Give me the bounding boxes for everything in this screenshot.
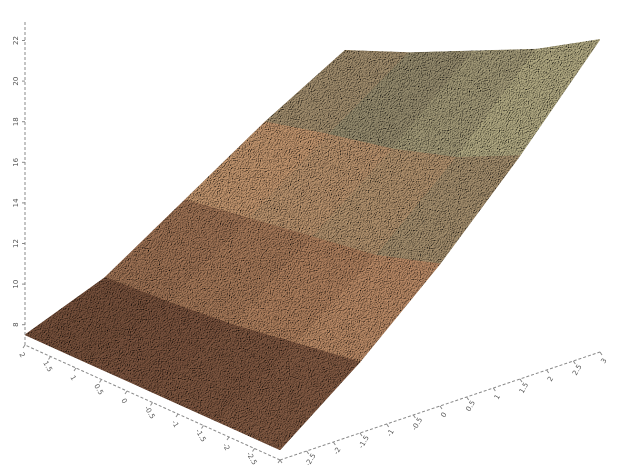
z-tick-label: 8 (12, 322, 20, 326)
chart: -3-2.5-2-1.5-1-0.500.511.522.5321.510.50… (0, 0, 617, 465)
z-tick-label: 22 (12, 36, 20, 45)
x-tick (307, 451, 309, 454)
x-tick-label: 1.5 (518, 381, 530, 395)
x-tick-label: 2.5 (571, 363, 583, 377)
x-tick (547, 370, 549, 373)
x-tick (413, 415, 415, 418)
surface (25, 39, 600, 449)
y-tick-label: 0.5 (92, 383, 104, 397)
y-tick (278, 460, 280, 463)
y-tick (23, 345, 25, 348)
x-tick-label: -2 (332, 446, 342, 456)
x-tick (600, 352, 602, 355)
x-tick (440, 406, 442, 409)
x-tick-label: -1 (385, 428, 395, 438)
x-tick (387, 424, 389, 427)
x-tick-label: 2 (546, 375, 555, 383)
y-tick (176, 414, 178, 417)
x-tick-label: 3 (599, 357, 608, 365)
y-tick-label: 2 (17, 351, 26, 359)
y-tick-label: -1.5 (194, 428, 208, 444)
x-tick (360, 433, 362, 436)
y-tick-label: -2.5 (245, 451, 259, 465)
z-tick-label: 16 (12, 157, 20, 166)
x-tick (333, 442, 335, 445)
z-tick-label: 10 (12, 280, 20, 289)
y-tick (125, 391, 127, 394)
x-tick-label: -1.5 (357, 434, 371, 450)
z-tick-label: 20 (12, 77, 20, 86)
z-tick-label: 14 (12, 198, 20, 207)
x-tick-label: -2.5 (304, 452, 318, 465)
y-tick (227, 437, 229, 440)
y-tick (74, 368, 76, 371)
y-tick-label: 0 (119, 397, 128, 405)
z-tick-label: 12 (12, 239, 20, 248)
x-tick-label: -0.5 (410, 416, 424, 432)
x-tick (467, 397, 469, 400)
x-tick-label: 1 (493, 393, 502, 401)
x-tick (520, 379, 522, 382)
x-tick-label: 0 (439, 411, 448, 419)
z-tick-label: 18 (12, 117, 20, 126)
x-tick (493, 388, 495, 391)
y-tick-label: -2 (221, 442, 231, 452)
y-tick-label: 1.5 (41, 360, 53, 374)
x-tick-label: 0.5 (464, 399, 476, 413)
y-tick-label: -0.5 (143, 405, 157, 421)
x-tick (573, 361, 575, 364)
y-tick-label: 1 (68, 374, 77, 382)
y-tick-label: -1 (170, 419, 180, 429)
